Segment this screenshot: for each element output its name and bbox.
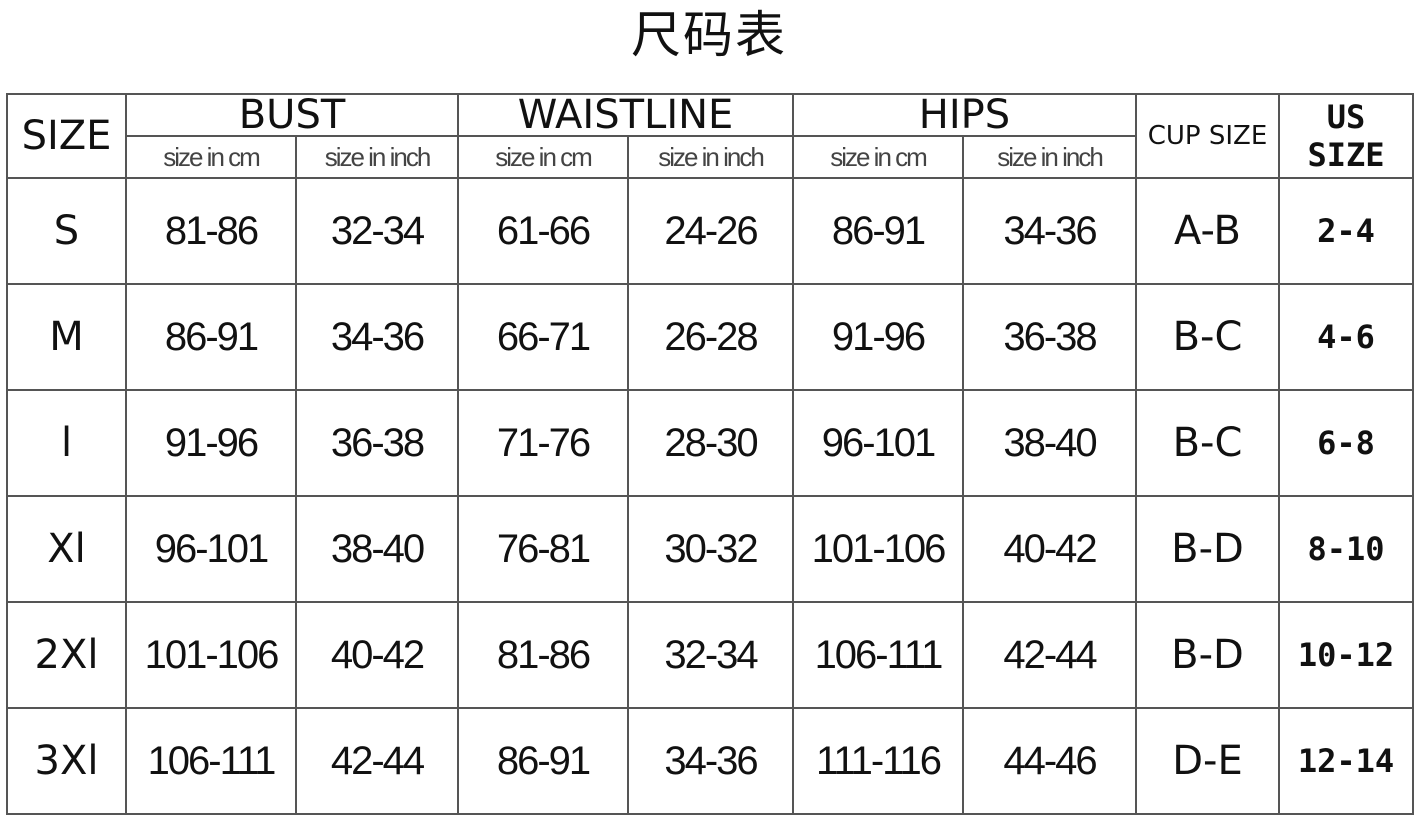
size-cell: Xl bbox=[6, 495, 127, 603]
table-row: S 81-86 32-34 61-66 24-26 86-91 34-36 A-B 2-4 bbox=[6, 177, 1414, 285]
measurement-cell: 40-42 bbox=[295, 601, 459, 709]
measurement-cell: 42-44 bbox=[295, 707, 459, 815]
measurement-cell: 30-32 bbox=[627, 495, 794, 603]
measurement-cell: 76-81 bbox=[457, 495, 629, 603]
subheader-cm: size in cm bbox=[457, 135, 629, 179]
measurement-cell: 86-91 bbox=[792, 177, 964, 285]
table-row: 3Xl 106-111 42-44 86-91 34-36 111-116 44-46 D-E… bbox=[6, 707, 1414, 815]
subheader-cm: size in cm bbox=[125, 135, 297, 179]
cup-cell: B-C bbox=[1135, 389, 1280, 497]
header-size: SIZE bbox=[6, 93, 127, 179]
subheader-inch: size in inch bbox=[627, 135, 794, 179]
header-waistline: WAISTLINE bbox=[457, 93, 794, 137]
table-row: M 86-91 34-36 66-71 26-28 91-96 36-38 B-C 4-6 bbox=[6, 283, 1414, 391]
measurement-cell: 32-34 bbox=[627, 601, 794, 709]
measurement-cell: 34-36 bbox=[962, 177, 1137, 285]
measurement-cell: 66-71 bbox=[457, 283, 629, 391]
page-title: 尺码表 bbox=[631, 6, 787, 64]
measurement-cell: 86-91 bbox=[125, 283, 297, 391]
measurement-cell: 86-91 bbox=[457, 707, 629, 815]
measurement-cell: 44-46 bbox=[962, 707, 1137, 815]
header-cup-size: CUP SIZE bbox=[1135, 93, 1280, 179]
cup-cell: B-D bbox=[1135, 495, 1280, 603]
size-cell: l bbox=[6, 389, 127, 497]
measurement-cell: 61-66 bbox=[457, 177, 629, 285]
us-size-cell: 6-8 bbox=[1278, 389, 1414, 497]
measurement-cell: 111-116 bbox=[792, 707, 964, 815]
measurement-cell: 42-44 bbox=[962, 601, 1137, 709]
measurement-cell: 34-36 bbox=[627, 707, 794, 815]
table-row: l 91-96 36-38 71-76 28-30 96-101 38-40 B-C 6-8 bbox=[6, 389, 1414, 497]
header-row: SIZE BUST WAISTLINE HIPS CUP SIZE US SIZ… bbox=[6, 93, 1414, 179]
measurement-cell: 34-36 bbox=[295, 283, 459, 391]
measurement-cell: 38-40 bbox=[295, 495, 459, 603]
subheader-cm: size in cm bbox=[792, 135, 964, 179]
measurement-cell: 81-86 bbox=[457, 601, 629, 709]
subheader-inch: size in inch bbox=[295, 135, 459, 179]
measurement-cell: 106-111 bbox=[125, 707, 297, 815]
measurement-cell: 101-106 bbox=[792, 495, 964, 603]
us-size-cell: 12-14 bbox=[1278, 707, 1414, 815]
measurement-cell: 71-76 bbox=[457, 389, 629, 497]
measurement-cell: 28-30 bbox=[627, 389, 794, 497]
us-size-cell: 2-4 bbox=[1278, 177, 1414, 285]
size-cell: 3Xl bbox=[6, 707, 127, 815]
measurement-cell: 36-38 bbox=[295, 389, 459, 497]
measurement-cell: 36-38 bbox=[962, 283, 1137, 391]
cup-cell: A-B bbox=[1135, 177, 1280, 285]
table-row: 2Xl 101-106 40-42 81-86 32-34 106-111 42-44 B-D… bbox=[6, 601, 1414, 709]
measurement-cell: 40-42 bbox=[962, 495, 1137, 603]
measurement-cell: 81-86 bbox=[125, 177, 297, 285]
subheader-row: size in cm size in inch size in cm size in … bbox=[7, 135, 1413, 179]
measurement-cell: 96-101 bbox=[125, 495, 297, 603]
header-bust: BUST bbox=[125, 93, 459, 137]
cup-cell: B-D bbox=[1135, 601, 1280, 709]
measurement-cell: 32-34 bbox=[295, 177, 459, 285]
us-size-cell: 10-12 bbox=[1278, 601, 1414, 709]
subheader-inch: size in inch bbox=[962, 135, 1137, 179]
size-cell: M bbox=[6, 283, 127, 391]
measurement-cell: 24-26 bbox=[627, 177, 794, 285]
header-hips: HIPS bbox=[792, 93, 1137, 137]
size-cell: S bbox=[6, 177, 127, 285]
measurement-cell: 101-106 bbox=[125, 601, 297, 709]
header-us-size: US SIZE bbox=[1278, 93, 1414, 179]
size-chart-table: SIZE BUST WAISTLINE HIPS CUP SIZE US SIZ… bbox=[6, 93, 1414, 815]
measurement-cell: 38-40 bbox=[962, 389, 1137, 497]
measurement-cell: 91-96 bbox=[792, 283, 964, 391]
table-row: Xl 96-101 38-40 76-81 30-32 101-106 40-42 B-D 8-… bbox=[6, 495, 1414, 603]
measurement-cell: 96-101 bbox=[792, 389, 964, 497]
measurement-cell: 91-96 bbox=[125, 389, 297, 497]
measurement-cell: 106-111 bbox=[792, 601, 964, 709]
measurement-cell: 26-28 bbox=[627, 283, 794, 391]
cup-cell: B-C bbox=[1135, 283, 1280, 391]
cup-cell: D-E bbox=[1135, 707, 1280, 815]
us-size-cell: 8-10 bbox=[1278, 495, 1414, 603]
us-size-cell: 4-6 bbox=[1278, 283, 1414, 391]
size-cell: 2Xl bbox=[6, 601, 127, 709]
